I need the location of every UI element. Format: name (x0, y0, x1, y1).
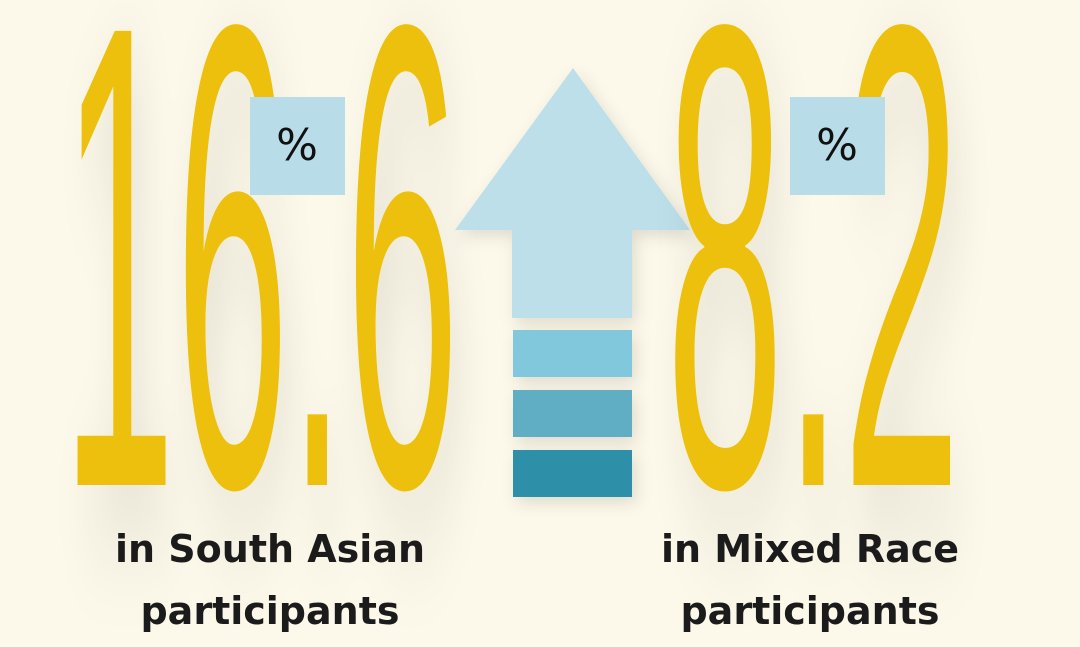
caption-line: participants (140, 589, 399, 633)
arrow-stripe (513, 450, 632, 497)
caption-line: in South Asian (115, 527, 425, 571)
caption-line: participants (680, 589, 939, 633)
percent-box (250, 97, 345, 195)
percent-box (790, 97, 885, 195)
percent-sign: % (276, 120, 318, 171)
arrow-head (455, 68, 690, 318)
caption-line: in Mixed Race (661, 527, 959, 571)
percent-sign: % (816, 120, 858, 171)
arrow (455, 68, 690, 497)
arrow-stripe (513, 390, 632, 437)
arrow-stripe (513, 330, 632, 377)
